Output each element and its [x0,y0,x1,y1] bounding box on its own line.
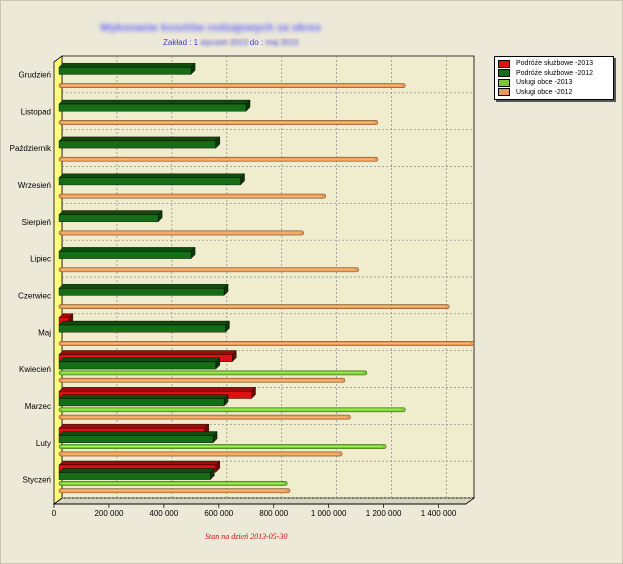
y-category-label: Kwiecień [19,365,51,374]
bar-top [58,63,196,68]
y-category-label: Sierpień [22,218,51,227]
bar-top [58,357,221,363]
bar-top [58,460,221,466]
x-tick-label: 200 000 [94,509,123,518]
bar [58,214,159,222]
legend-swatch [498,78,510,87]
y-category-label: Luty [36,439,51,448]
legend-item: Usługi obce -2013 [498,78,610,88]
status-date: Stan na dzień 2013-05-30 [205,532,288,541]
legend-label: Usługi obce -2013 [516,79,573,87]
bar-top [58,99,251,105]
y-category-label: Wrzesień [18,181,51,190]
legend-label: Usługi obce -2012 [516,88,573,96]
bar-top [58,210,163,215]
x-tick-label: 1 200 000 [366,509,402,518]
subtitle-mid: do : [249,38,264,47]
x-tick-label: 400 000 [149,509,178,518]
bar-top [58,247,196,252]
bar-top [58,284,229,289]
legend-swatch [498,69,510,78]
bar [58,324,226,333]
x-tick-label: 1 400 000 [421,509,457,518]
bar-top [58,387,257,392]
bar [58,435,214,443]
x-tick-label: 0 [52,509,57,518]
bar-top [58,468,215,473]
subtitle-prefix: Zakład : 1 [163,38,199,47]
bar [58,140,217,149]
legend-item: Podróże służbowe -2013 [498,59,610,69]
bar [58,288,225,296]
bar [58,177,241,186]
x-tick-label: 1 000 000 [311,509,347,518]
bar [58,251,192,259]
y-category-label: Grudzień [19,70,51,79]
subtitle-period-to: maj 2013 [265,38,299,47]
chart-subtitle: Zakład : 1 styczeń 2013 do : maj 2013 [163,38,343,48]
bar [58,472,211,480]
chart-legend: Podróże służbowe -2013 Podróże służbowe … [494,56,614,100]
bar-top [58,350,237,355]
bar-top [58,394,229,399]
x-tick-label: 800 000 [259,509,288,518]
legend-label: Podróże służbowe -2013 [516,60,594,68]
legend-item: Usługi obce -2012 [498,88,610,98]
y-category-label: Marzec [25,402,51,411]
chart-title: Wykonanie kosztów rodzajowych za okres [100,22,322,34]
bar-top [58,320,230,326]
bar [58,398,225,407]
bar-top [58,431,218,436]
y-category-label: Styczeń [23,476,51,485]
bar [58,67,192,75]
legend-swatch [498,88,510,97]
legend-label: Podróże służbowe -2012 [516,69,594,77]
y-category-label: Październik [10,144,52,153]
plot-floor [52,497,476,505]
y-category-label: Maj [38,328,51,337]
bar-top [58,136,221,142]
y-category-label: Lipiec [30,255,51,264]
bar [58,103,247,112]
bar-top [58,423,210,429]
legend-swatch [498,59,510,68]
bar [58,361,217,370]
subtitle-period-from: styczeń 2013 [200,38,248,47]
y-category-label: Listopad [21,107,51,116]
legend-item: Podróże służbowe -2012 [498,69,610,79]
bar-top [58,173,246,178]
x-tick-label: 600 000 [204,509,233,518]
y-category-label: Czerwiec [18,291,51,300]
